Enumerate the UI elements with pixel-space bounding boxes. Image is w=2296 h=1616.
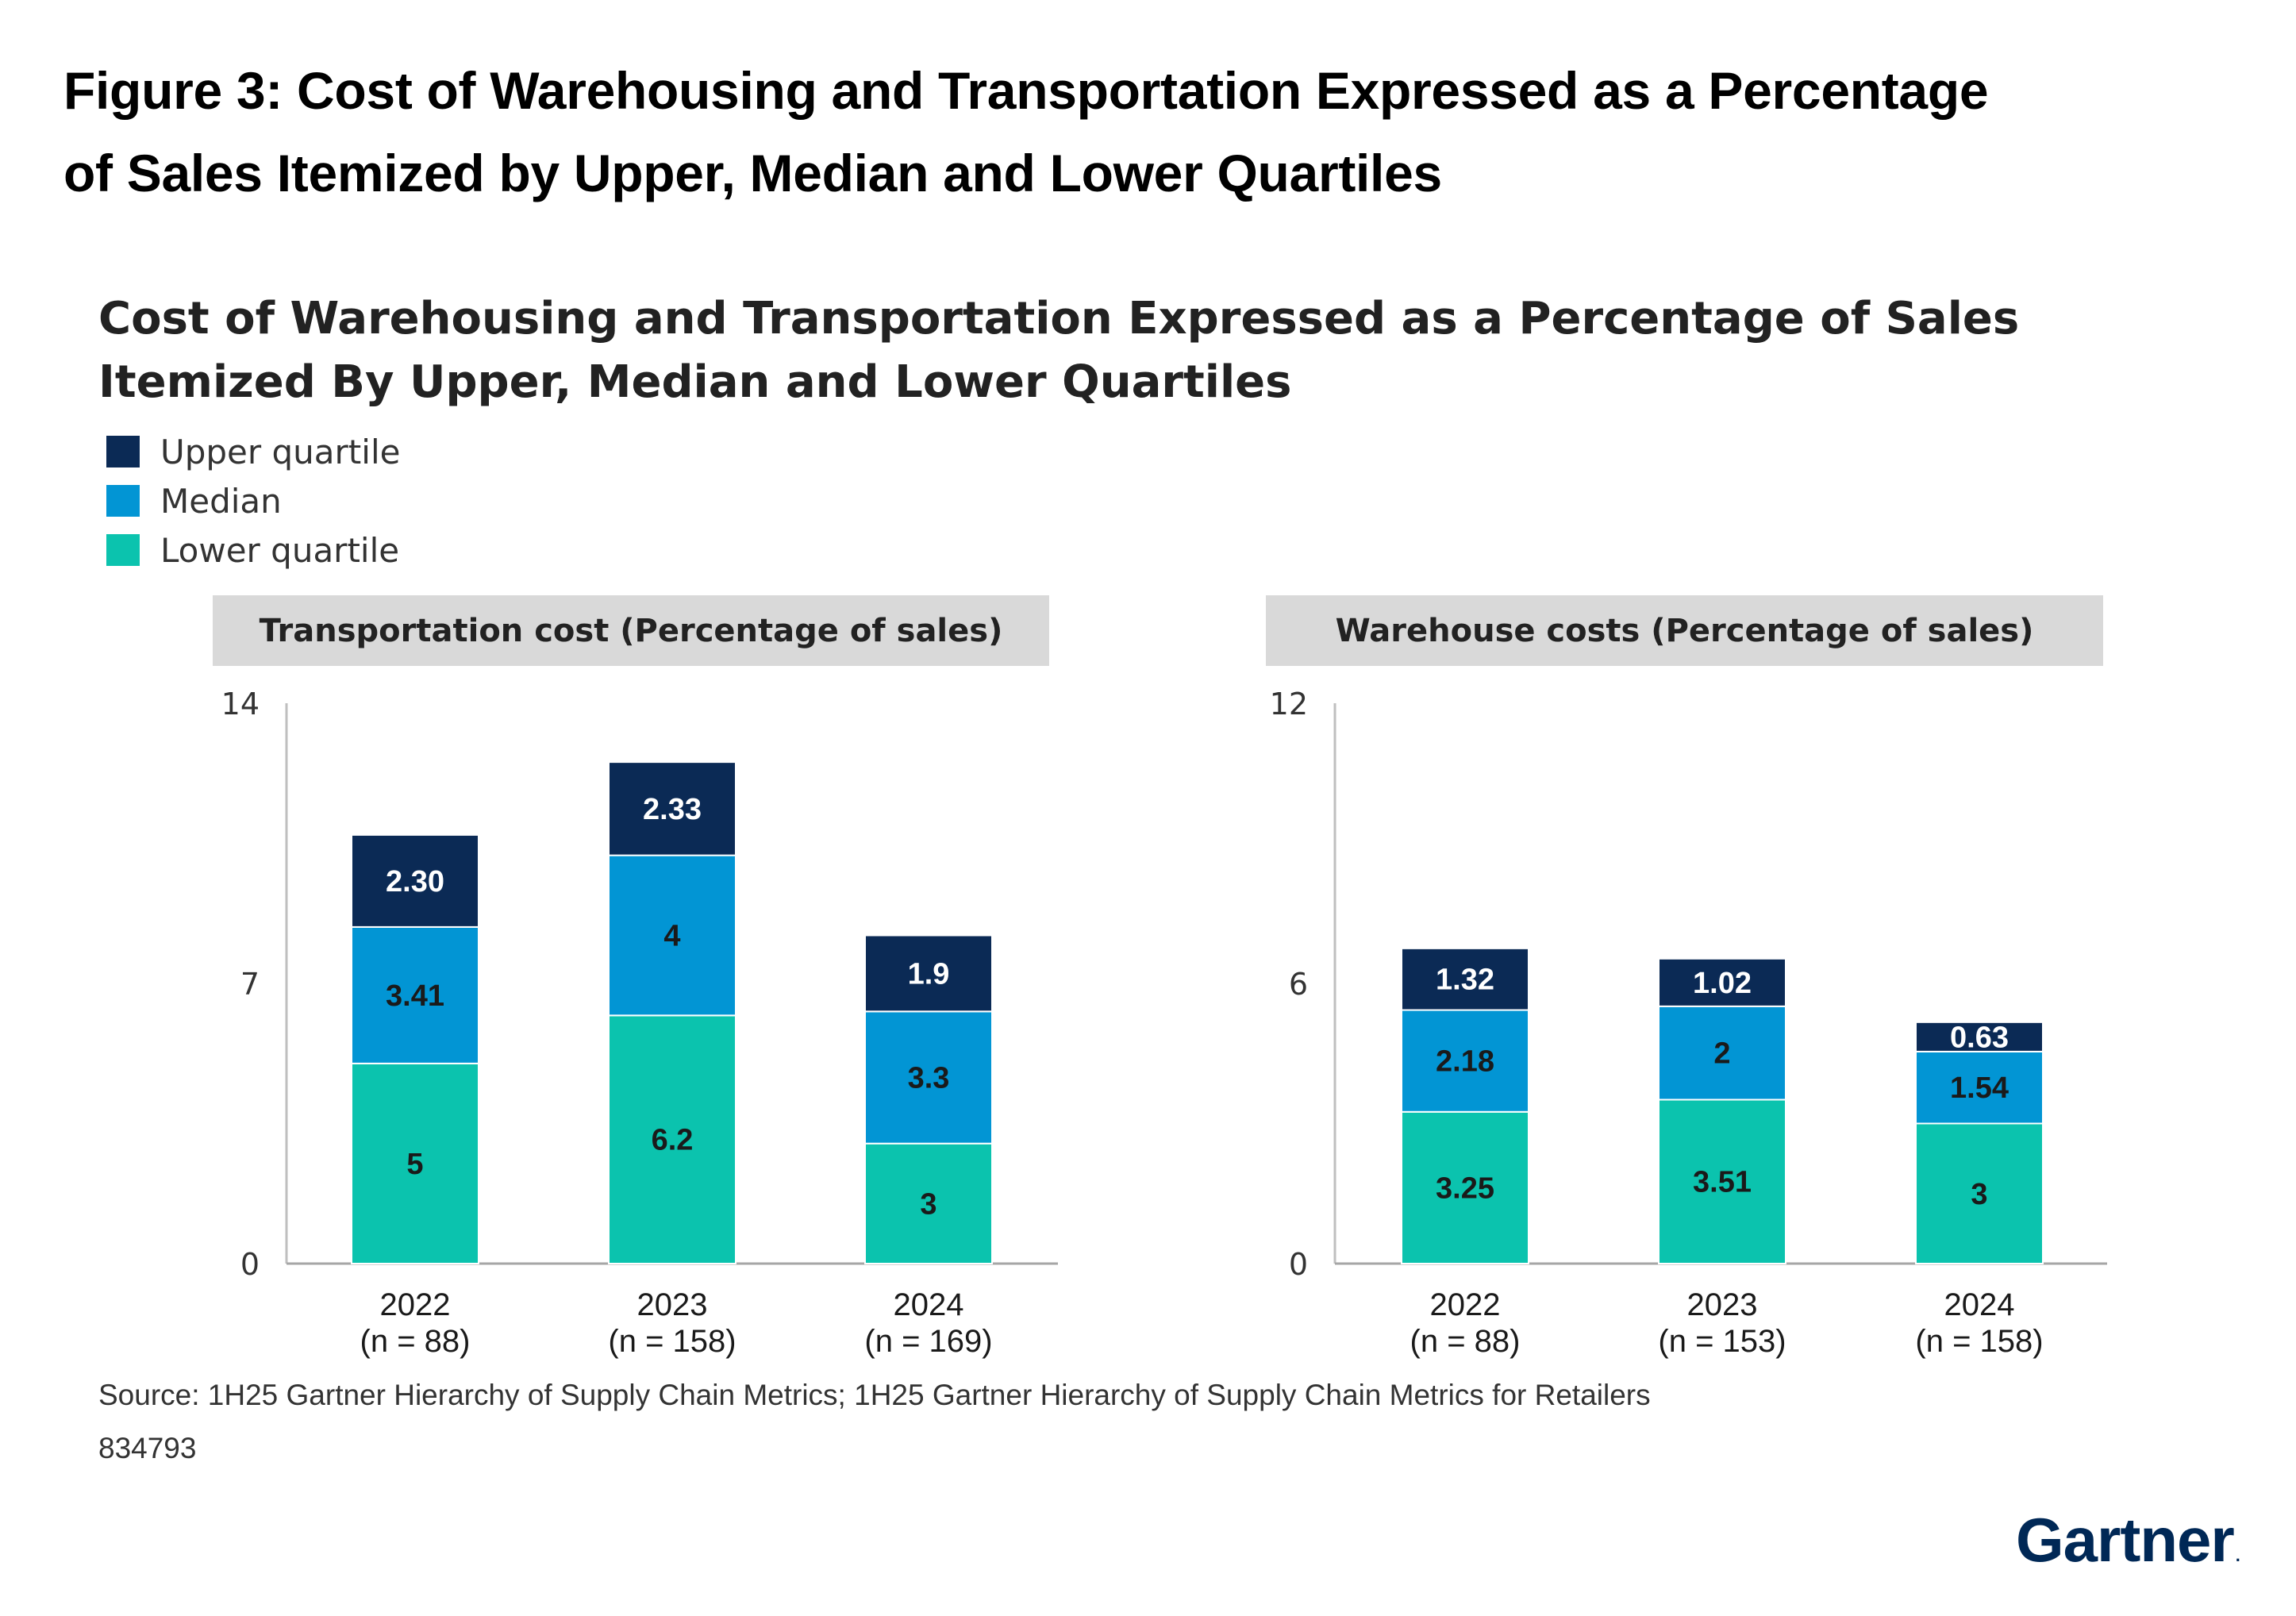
transportation-bar-2024-upper-quartile [864,934,993,1013]
transportation-x-tick-label-1: 2023 [637,1287,708,1322]
warehouse-panel-header: Warehouse costs (Percentage of sales) [1266,595,2103,666]
warehouse-x-tick-label-1: 2023 [1687,1287,1758,1322]
transportation-data-label-2024-median: 3.3 [908,1062,950,1095]
transportation-bar-2022-lower-quartile [351,1062,479,1265]
transportation-bar-2022-median [351,925,479,1064]
chart-title: Cost of Warehousing and Transportation E… [98,287,2162,414]
warehouse-data-label-2023-median: 2 [1713,1037,1730,1071]
transportation-bar-2023-median [608,854,736,1017]
warehouse-x-tick-label-2: 2024 [1944,1287,2015,1322]
warehouse-bar-2022-median [1401,1009,1529,1113]
transportation-bar-2024-lower-quartile [864,1142,993,1264]
warehouse-data-label-2023-upper-quartile: 1.02 [1693,967,1752,1000]
transportation-data-label-2024-upper-quartile: 1.9 [908,957,950,991]
transportation-data-label-2022-lower-quartile: 5 [406,1148,423,1181]
warehouse-x-tick-sublabel-0: (n = 88) [1410,1324,1521,1359]
legend-label-median: Median [160,481,282,521]
warehouse-bar-2022-lower-quartile [1401,1110,1529,1264]
transportation-x-tick-sublabel-0: (n = 88) [360,1324,471,1359]
transportation-bar-2023-lower-quartile [608,1014,736,1265]
warehouse-x-tick-label-0: 2022 [1430,1287,1501,1322]
legend-swatch-lower [106,534,140,566]
figure-title: Figure 3: Cost of Warehousing and Transp… [63,49,2206,214]
warehouse-y-tick-label-2: 12 [1270,687,1308,721]
transportation-panel-header: Transportation cost (Percentage of sales… [213,595,1049,666]
warehouse-bar-2023-median [1658,1005,1786,1101]
warehouse-bar-2024-upper-quartile [1915,1021,2044,1052]
transportation-data-label-2022-upper-quartile: 2.30 [386,865,444,898]
gartner-logo: Gartner. [2016,1504,2240,1576]
transportation-data-label-2022-median: 3.41 [386,979,444,1013]
warehouse-bar-2024-lower-quartile [1915,1122,2044,1264]
warehouse-y-tick-label-1: 6 [1289,967,1308,1002]
transportation-data-label-2023-median: 4 [663,919,680,952]
chart-title-line-1: Cost of Warehousing and Transportation E… [98,293,2020,344]
transportation-data-label-2024-lower-quartile: 3 [920,1187,936,1221]
gartner-logo-text: Gartner [2016,1505,2235,1575]
legend-label-upper: Upper quartile [160,432,401,471]
transportation-y-tick-label-2: 14 [221,687,260,721]
warehouse-x-tick-sublabel-2: (n = 158) [1915,1324,2043,1359]
transportation-x-tick-sublabel-1: (n = 158) [608,1324,736,1359]
warehouse-bar-2023-lower-quartile [1658,1098,1786,1264]
warehouse-bar-2022-upper-quartile [1401,947,1529,1011]
chart-title-line-2: Itemized By Upper, Median and Lower Quar… [98,356,1292,408]
transportation-bar-2024-median [864,1010,993,1145]
transportation-data-label-2023-upper-quartile: 2.33 [643,793,702,826]
legend-swatch-upper [106,436,140,467]
transportation-bar-2023-upper-quartile [608,761,736,856]
transportation-y-tick-label-0: 0 [240,1247,260,1282]
warehouse-y-tick-label-0: 0 [1289,1247,1308,1282]
source-note: Source: 1H25 Gartner Hierarchy of Supply… [98,1379,1651,1411]
legend-item-upper: Upper quartile [106,427,400,476]
warehouse-data-label-2023-lower-quartile: 3.51 [1693,1166,1752,1199]
warehouse-data-label-2022-lower-quartile: 3.25 [1436,1172,1494,1205]
warehouse-data-label-2024-upper-quartile: 0.63 [1950,1021,2009,1054]
transportation-data-label-2023-lower-quartile: 6.2 [652,1124,694,1157]
transportation-x-tick-label-0: 2022 [380,1287,451,1322]
transportation-x-tick-sublabel-2: (n = 169) [864,1324,992,1359]
warehouse-data-label-2024-lower-quartile: 3 [1971,1178,1987,1211]
transportation-bar-2022-upper-quartile [351,833,479,928]
figure-title-line-2: of Sales Itemized by Upper, Median and L… [63,144,1442,202]
legend-swatch-median [106,485,140,517]
warehouse-data-label-2022-median: 2.18 [1436,1045,1494,1079]
gartner-logo-mark: . [2235,1545,2240,1565]
transportation-x-tick-label-2: 2024 [894,1287,964,1322]
figure-title-line-1: Figure 3: Cost of Warehousing and Transp… [63,61,1989,120]
legend-item-median: Median [106,476,400,525]
warehouse-data-label-2024-median: 1.54 [1950,1072,2009,1105]
legend-item-lower: Lower quartile [106,525,400,575]
legend: Upper quartile Median Lower quartile [106,427,400,575]
document-id: 834793 [98,1432,197,1464]
warehouse-bar-2023-upper-quartile [1658,957,1786,1007]
transportation-y-tick-label-1: 7 [240,967,260,1002]
warehouse-data-label-2022-upper-quartile: 1.32 [1436,964,1494,997]
legend-label-lower: Lower quartile [160,530,400,570]
warehouse-x-tick-sublabel-1: (n = 153) [1658,1324,1786,1359]
